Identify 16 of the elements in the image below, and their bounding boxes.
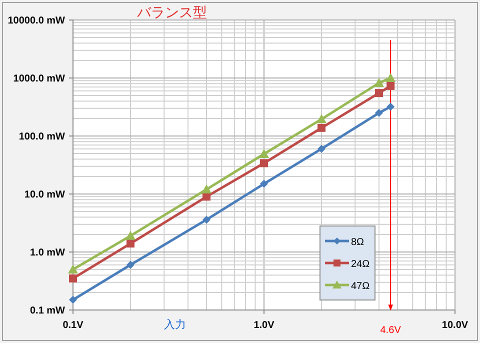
legend-label: 24Ω	[351, 259, 370, 270]
x-tick-label: 0.1V	[62, 320, 84, 331]
y-tick-label: 1000.0 mW	[13, 74, 66, 84]
y-tick-label: 10.0 mW	[24, 190, 66, 200]
legend-label: 47Ω	[351, 281, 370, 292]
ref-line: 4.6V	[380, 40, 401, 336]
y-tick-label: 100.0 mW	[18, 132, 66, 142]
y-tick-label: 10000.0 mW	[8, 16, 66, 26]
x-tick-label: 1.0V	[254, 320, 275, 331]
chart-title: バランス型	[136, 4, 207, 20]
y-tick-label: 0.1 mW	[30, 306, 66, 316]
ref-line-label: 4.6V	[380, 325, 402, 336]
legend-label: 8Ω	[351, 237, 365, 248]
y-tick-label: 1.0 mW	[30, 248, 66, 258]
x-axis-title: 入力	[164, 318, 186, 331]
x-tick-label: 10.0V	[442, 320, 468, 331]
